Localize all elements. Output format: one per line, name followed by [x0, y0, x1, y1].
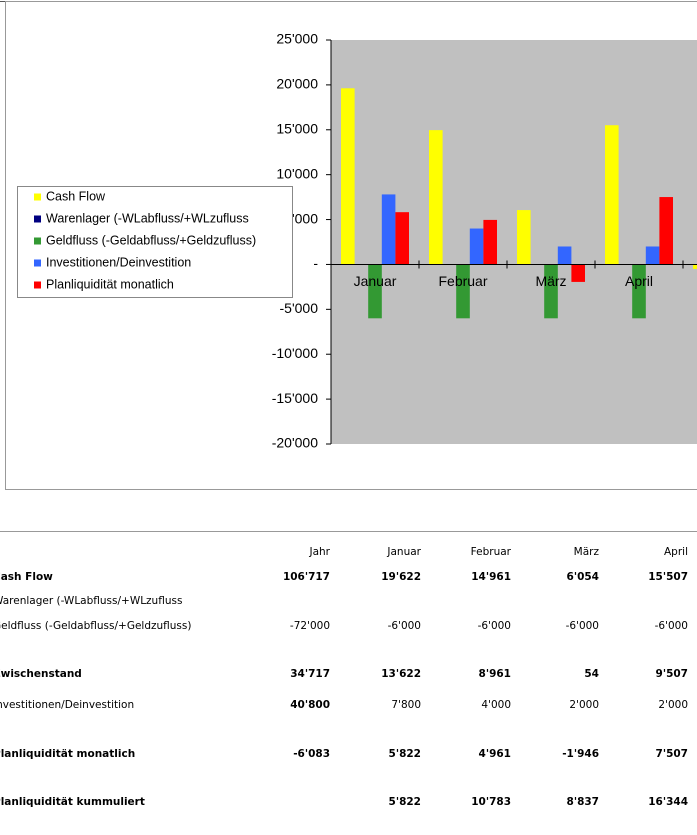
cell: 7'800	[391, 699, 421, 711]
cell: 40'800	[290, 699, 330, 711]
bar	[693, 264, 697, 269]
cell: 5'822	[389, 796, 421, 808]
cell: 16'344	[648, 796, 688, 808]
x-tick-label: Februar	[438, 273, 487, 289]
x-tick-label: Januar	[354, 273, 397, 289]
cell: 4'961	[479, 748, 511, 760]
bar	[517, 210, 531, 265]
row-label: Zwischenstand	[0, 668, 82, 680]
bar	[341, 88, 355, 265]
cell: -1'946	[562, 748, 599, 760]
column-header: Jahr	[308, 546, 330, 558]
cell: 34'717	[290, 668, 330, 680]
y-tick-label: 20'000	[276, 76, 318, 92]
column-header: Januar	[386, 546, 421, 558]
bar	[557, 246, 572, 265]
y-tick-label: -20'000	[272, 435, 318, 451]
cell: -6'000	[655, 620, 688, 632]
bar	[456, 264, 470, 319]
cell: -6'000	[566, 620, 599, 632]
cell: 15'507	[648, 571, 688, 583]
cell: 2'000	[569, 699, 599, 711]
legend-label: Warenlager (-WLabfluss/+WLzufluss	[46, 211, 249, 225]
column-header: April	[664, 546, 688, 558]
bar	[544, 264, 558, 319]
cell: -6'000	[388, 620, 421, 632]
bar	[571, 264, 585, 282]
cell: 13'622	[381, 668, 421, 680]
table: Jahr Januar Februar März April Cash Flow 106'7…	[0, 546, 688, 808]
legend-box	[17, 186, 293, 298]
cell: 9'507	[656, 668, 688, 680]
cell: 8'961	[479, 668, 511, 680]
column-header: März	[574, 546, 600, 558]
x-tick-label: April	[625, 273, 653, 289]
legend-swatch	[34, 281, 41, 289]
y-tick-label: -15'000	[272, 390, 318, 406]
y-tick-label: -10'000	[272, 345, 318, 361]
row-label: Planliquidität kummuliert	[0, 796, 145, 808]
bar	[429, 130, 443, 265]
legend-swatch	[34, 259, 41, 267]
legend-swatch	[34, 215, 41, 223]
column-header: Februar	[471, 546, 512, 558]
legend-swatch	[34, 237, 41, 245]
y-tick-label: -5'000	[280, 300, 319, 316]
row-label: Geldfluss (-Geldabfluss/+Geldzufluss)	[0, 620, 191, 632]
cell: 5'822	[389, 748, 421, 760]
bar	[395, 212, 409, 265]
cell: 14'961	[471, 571, 511, 583]
row-label: Cash Flow	[0, 571, 53, 583]
legend-swatch	[34, 193, 41, 201]
cell: 6'054	[567, 571, 599, 583]
legend-label: Geldfluss (-Geldabfluss/+Geldzufluss)	[46, 233, 256, 247]
x-tick-label: März	[535, 273, 566, 289]
bar	[659, 197, 673, 265]
cell: -6'083	[293, 748, 330, 760]
cell: 106'717	[283, 571, 330, 583]
cell: 10'783	[471, 796, 511, 808]
cell: 2'000	[658, 699, 688, 711]
cell: 7'507	[656, 748, 688, 760]
bar	[483, 219, 497, 265]
cell: 19'622	[381, 571, 421, 583]
y-tick-label: 15'000	[276, 120, 318, 136]
y-tick-label: -	[313, 255, 318, 271]
row-label: Planliquidität monatlich	[0, 748, 135, 760]
bar	[381, 194, 396, 265]
legend-label: Cash Flow	[46, 189, 106, 203]
bars	[341, 88, 697, 319]
cell: -72'000	[290, 620, 330, 632]
bar	[605, 125, 619, 265]
legend: Cash Flow Warenlager (-WLabfluss/+WLzuflu…	[17, 186, 293, 298]
bar	[632, 264, 646, 319]
cell: 54	[584, 668, 599, 680]
cell: 4'000	[481, 699, 511, 711]
bar	[469, 228, 484, 265]
row-label: Investitionen/Deinvestition	[0, 699, 134, 711]
row-label: Warenlager (-WLabfluss/+WLzufluss	[0, 595, 182, 607]
cell: 8'837	[567, 796, 599, 808]
y-tick-label: 10'000	[276, 165, 318, 181]
y-tick-label: 25'000	[276, 31, 318, 47]
cell: -6'000	[478, 620, 511, 632]
bar	[645, 246, 660, 265]
legend-label: Investitionen/Deinvestition	[46, 255, 191, 269]
legend-label: Planliquidität monatlich	[46, 277, 174, 291]
bar	[368, 264, 382, 319]
